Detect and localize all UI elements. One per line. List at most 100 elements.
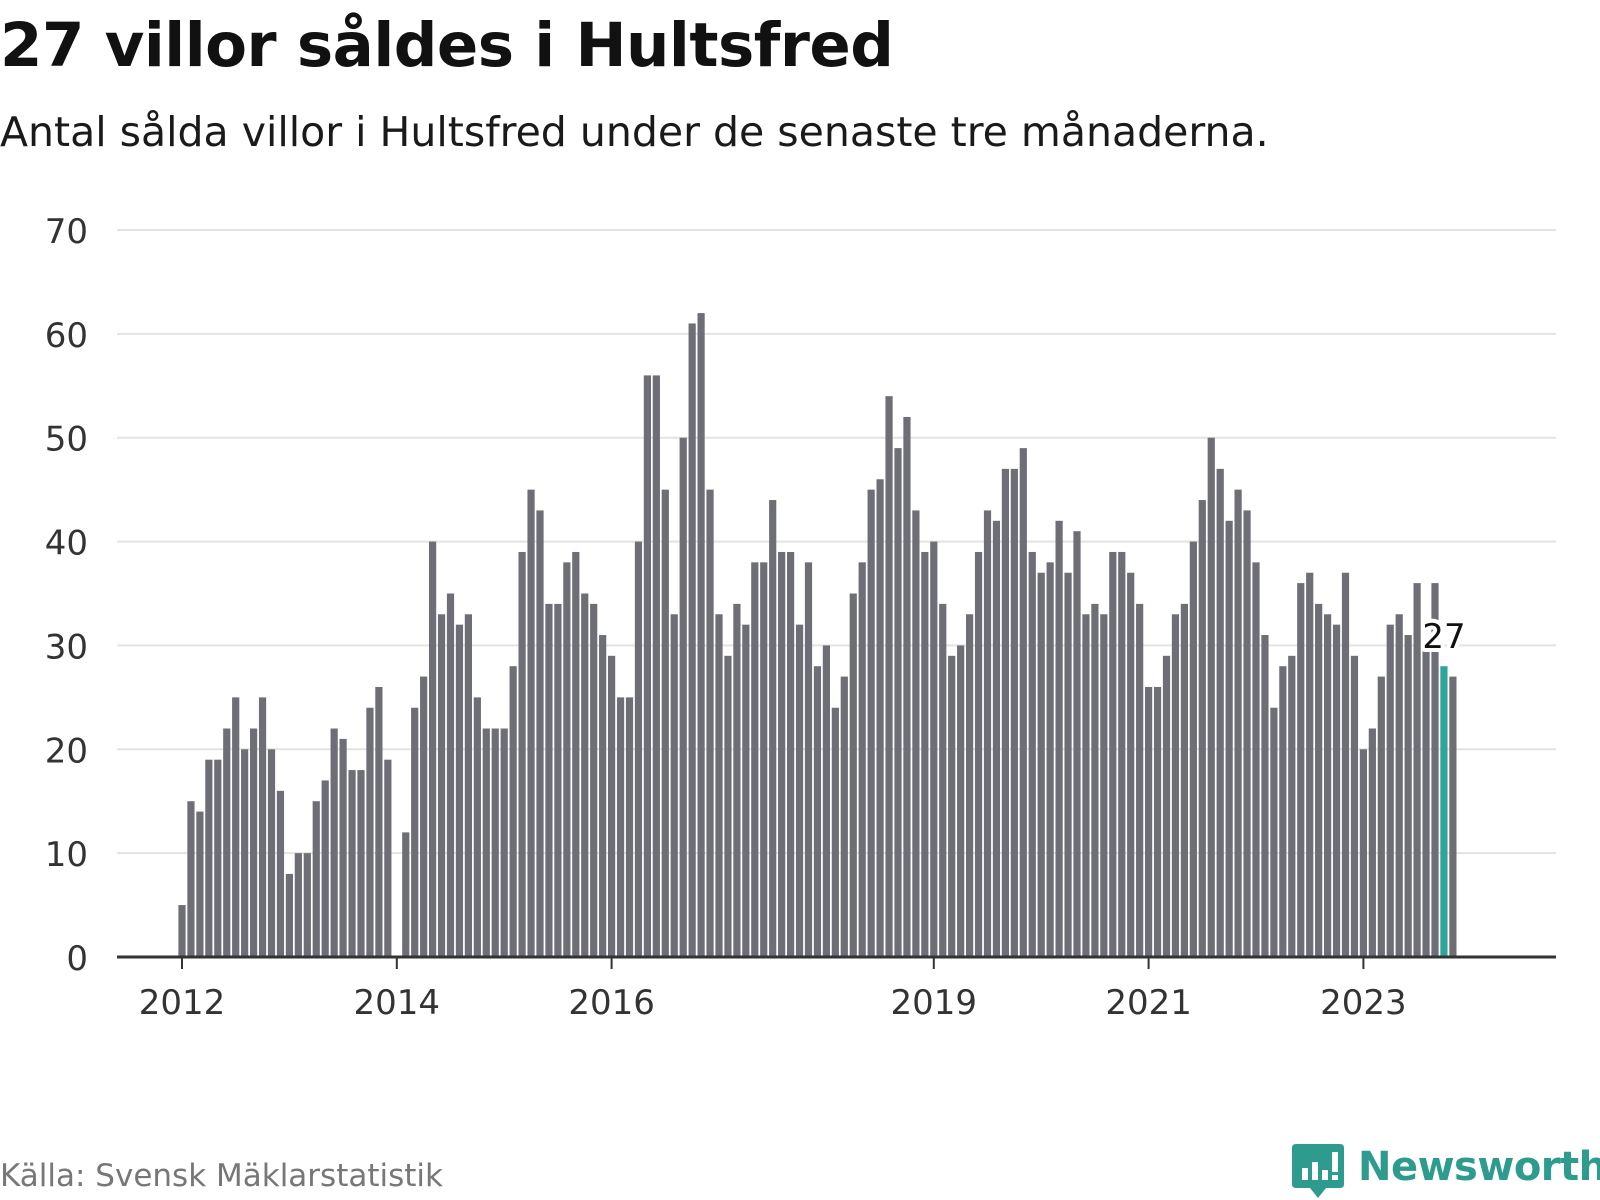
brand-logo[interactable]: Newsworthy bbox=[1290, 1140, 1600, 1200]
bar bbox=[1064, 572, 1072, 957]
bar bbox=[1001, 468, 1009, 957]
bar bbox=[930, 541, 938, 957]
bar bbox=[697, 313, 705, 958]
bar bbox=[1243, 510, 1251, 957]
bar bbox=[1386, 624, 1394, 957]
highlight-value-label: 27 bbox=[1422, 617, 1465, 657]
bar bbox=[849, 593, 857, 957]
bars bbox=[178, 313, 1457, 958]
bar bbox=[437, 614, 446, 957]
bar bbox=[1180, 603, 1188, 957]
bar bbox=[1073, 531, 1081, 957]
bar bbox=[1055, 520, 1063, 957]
bar bbox=[1359, 749, 1367, 957]
bar-highlight bbox=[1440, 666, 1448, 957]
bar bbox=[384, 759, 392, 957]
bar bbox=[1037, 572, 1045, 957]
bar bbox=[939, 603, 947, 957]
bar bbox=[804, 562, 813, 957]
x-tick-label: 2012 bbox=[139, 983, 226, 1023]
bar bbox=[983, 510, 992, 957]
bar bbox=[1279, 666, 1287, 957]
chart-subtitle: Antal sålda villor i Hultsfred under de … bbox=[0, 108, 1269, 156]
bar bbox=[992, 520, 1001, 957]
bar bbox=[1422, 645, 1430, 957]
bar bbox=[1091, 603, 1099, 957]
bar bbox=[1288, 655, 1296, 957]
bar bbox=[1100, 614, 1108, 957]
bar bbox=[518, 551, 526, 957]
bar bbox=[1404, 635, 1412, 957]
x-tick-label: 2021 bbox=[1105, 983, 1192, 1023]
bar bbox=[822, 645, 830, 957]
bar bbox=[688, 323, 696, 958]
bar bbox=[366, 707, 374, 957]
bar bbox=[348, 770, 356, 957]
bar bbox=[411, 707, 419, 957]
bar bbox=[187, 801, 195, 957]
bar bbox=[625, 697, 634, 957]
bar bbox=[590, 603, 598, 957]
bar bbox=[536, 510, 544, 957]
bar bbox=[581, 593, 589, 957]
y-tick-label: 30 bbox=[45, 627, 88, 667]
bar bbox=[1198, 500, 1206, 957]
bar bbox=[634, 541, 643, 957]
bar bbox=[1189, 541, 1197, 957]
bar bbox=[1368, 728, 1376, 957]
bar bbox=[491, 728, 499, 957]
y-tick-label: 60 bbox=[45, 316, 88, 356]
bar bbox=[1324, 614, 1332, 957]
bar bbox=[813, 666, 822, 957]
bar bbox=[205, 759, 213, 957]
bar bbox=[1216, 468, 1224, 957]
bar bbox=[1341, 572, 1350, 957]
bar bbox=[1145, 686, 1153, 957]
bar bbox=[1234, 489, 1242, 957]
bar bbox=[706, 489, 714, 957]
x-tick-label: 2023 bbox=[1320, 983, 1407, 1023]
axes: 0 10 20 30 40 50 60 70 2012 2014 2016 2019 2021 2023 bbox=[45, 212, 1556, 1023]
bar bbox=[1046, 562, 1054, 957]
bar bbox=[267, 749, 276, 957]
bar bbox=[563, 562, 571, 957]
y-tick-label: 0 bbox=[66, 939, 88, 979]
x-tick-label: 2014 bbox=[354, 983, 441, 1023]
bar bbox=[1332, 624, 1341, 957]
bar bbox=[1127, 572, 1135, 957]
bar bbox=[1171, 614, 1180, 957]
bar bbox=[357, 770, 365, 957]
bar bbox=[948, 655, 956, 957]
bar bbox=[795, 624, 804, 957]
bar bbox=[1431, 583, 1439, 957]
bar bbox=[1270, 707, 1278, 957]
bar bbox=[1028, 551, 1036, 957]
bar bbox=[285, 873, 293, 957]
x-tick-label: 2016 bbox=[568, 983, 655, 1023]
bar bbox=[500, 728, 508, 957]
bar bbox=[787, 551, 795, 957]
bar bbox=[760, 562, 768, 957]
bar bbox=[733, 603, 741, 957]
bar bbox=[1118, 551, 1126, 957]
bar bbox=[921, 551, 929, 957]
bar bbox=[1395, 614, 1403, 957]
bar bbox=[509, 666, 517, 957]
bar bbox=[912, 510, 920, 957]
bar bbox=[330, 728, 338, 957]
data-labels: 27 bbox=[1418, 613, 1469, 661]
bar bbox=[974, 551, 983, 957]
bar bbox=[1449, 676, 1457, 957]
bar bbox=[778, 551, 786, 957]
y-tick-label: 10 bbox=[45, 835, 88, 875]
bar bbox=[1315, 603, 1323, 957]
bar bbox=[321, 780, 329, 957]
bar bbox=[1109, 551, 1117, 957]
bar bbox=[294, 853, 302, 957]
y-tick-label: 50 bbox=[45, 420, 88, 460]
bar bbox=[616, 697, 625, 957]
bar bbox=[1377, 676, 1385, 957]
bar bbox=[223, 728, 231, 957]
bar bbox=[420, 676, 428, 957]
